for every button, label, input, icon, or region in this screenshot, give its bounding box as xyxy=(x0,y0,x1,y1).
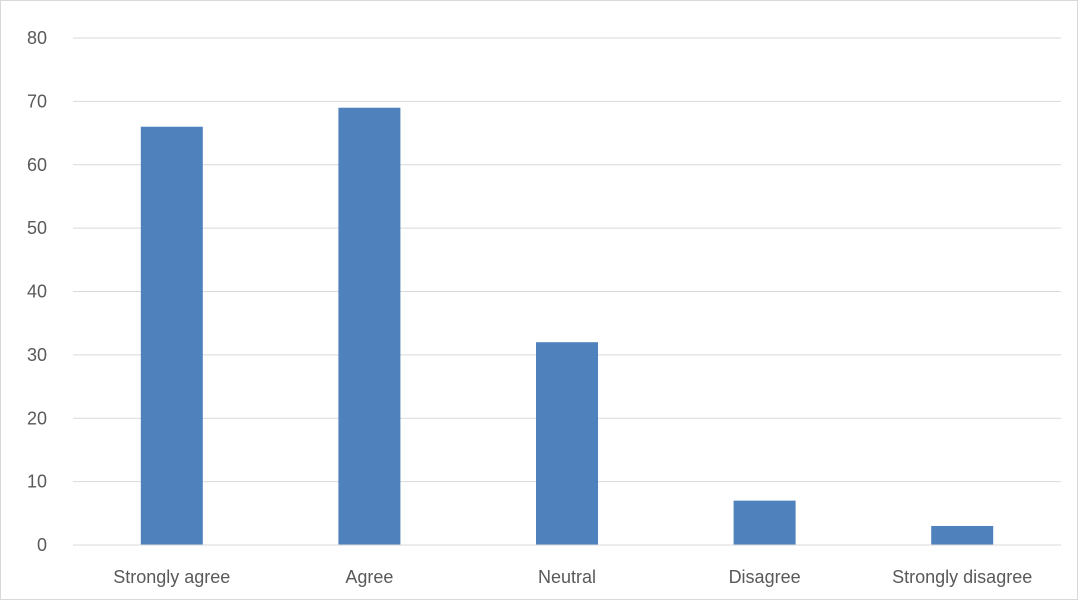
bar-disagree xyxy=(733,500,796,545)
x-category-label: Agree xyxy=(345,567,393,587)
bar-neutral xyxy=(536,342,598,545)
x-axis-category-labels: Strongly agree Agree Neutral Disagree Strong… xyxy=(113,567,1032,587)
x-category-label: Disagree xyxy=(729,567,801,587)
bars xyxy=(140,107,994,546)
y-tick-label: 80 xyxy=(27,28,47,48)
x-category-label: Strongly disagree xyxy=(892,567,1032,587)
y-tick-label: 50 xyxy=(27,218,47,238)
y-tick-label: 70 xyxy=(27,91,47,111)
y-tick-label: 10 xyxy=(27,472,47,492)
y-tick-label: 30 xyxy=(27,345,47,365)
y-tick-label: 60 xyxy=(27,155,47,175)
bar-strongly-agree xyxy=(140,126,203,545)
y-tick-label: 0 xyxy=(37,535,47,555)
y-axis-tick-labels: 0 10 20 30 40 50 60 70 80 xyxy=(27,28,47,555)
y-tick-label: 40 xyxy=(27,282,47,302)
x-category-label: Strongly agree xyxy=(113,567,230,587)
gridlines xyxy=(73,37,1061,483)
bar-strongly-disagree xyxy=(931,525,994,545)
x-category-label: Neutral xyxy=(538,567,596,587)
bar-agree xyxy=(338,107,401,546)
y-tick-label: 20 xyxy=(27,408,47,428)
